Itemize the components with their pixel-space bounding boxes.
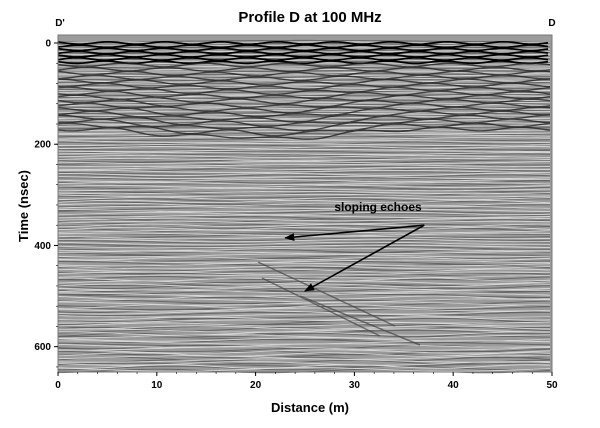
profile-end-left-label: D' xyxy=(55,18,65,29)
x-tick-label: 0 xyxy=(55,380,61,391)
annotation-layer: sloping echoes xyxy=(284,200,425,292)
x-axis-label: Distance (m) xyxy=(271,400,349,415)
plot-frame xyxy=(57,34,553,373)
y-axis: 0 200 400 600 xyxy=(34,39,58,368)
x-axis: 0 10 20 30 40 50 xyxy=(55,372,558,391)
plot-area xyxy=(57,34,553,374)
diffraction-echoes xyxy=(57,62,551,140)
y-tick-label: 400 xyxy=(34,241,51,252)
y-axis-label: Time (nsec) xyxy=(16,170,31,242)
radargram-texture xyxy=(57,35,552,374)
y-tick-label: 600 xyxy=(34,342,51,353)
x-tick-label: 40 xyxy=(448,380,460,391)
sloping-echo-streaks xyxy=(257,261,421,346)
y-tick-label: 200 xyxy=(34,140,51,151)
direct-wave-band xyxy=(58,35,552,41)
x-tick-label: 10 xyxy=(151,380,163,391)
chart-title: Profile D at 100 MHz xyxy=(238,9,381,26)
annotation-arrow xyxy=(284,224,425,242)
x-tick-label: 50 xyxy=(546,380,558,391)
profile-end-right-label: D xyxy=(548,18,555,29)
y-tick-label: 0 xyxy=(45,39,51,50)
sloping-echoes-annotation: sloping echoes xyxy=(334,200,422,214)
surface-reflection-bands xyxy=(57,40,549,65)
x-tick-label: 20 xyxy=(250,380,262,391)
x-tick-label: 30 xyxy=(349,380,361,391)
annotation-arrow xyxy=(304,224,425,292)
